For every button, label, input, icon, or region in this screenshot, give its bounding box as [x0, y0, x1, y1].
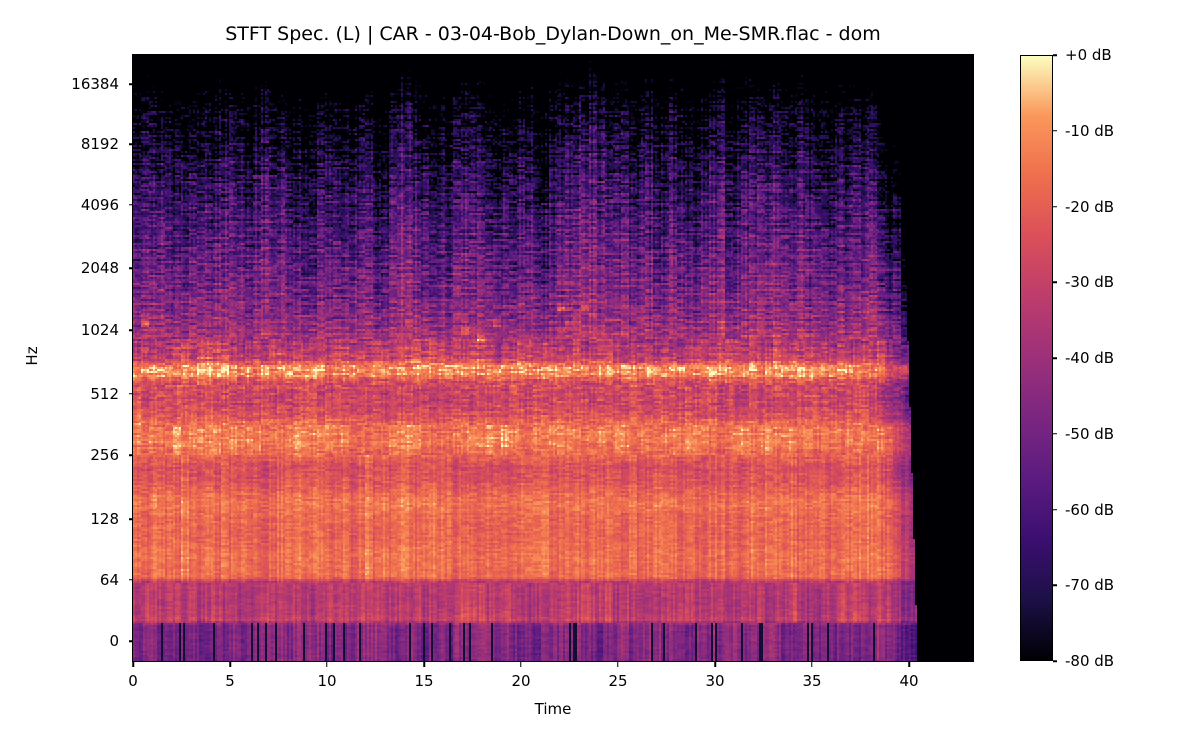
colorbar-tick-label: -30 dB	[1065, 273, 1115, 292]
spectrogram-canvas	[133, 55, 973, 661]
x-tick-label: 30	[705, 672, 725, 690]
x-tick-label: 15	[414, 672, 434, 690]
y-tick-label: 512	[90, 384, 119, 403]
y-tick-label: 4096	[80, 195, 119, 214]
x-tick-label: 35	[802, 672, 822, 690]
y-tick-label: 256	[90, 446, 119, 465]
colorbar-tick-label: -70 dB	[1065, 576, 1115, 595]
plot-title: STFT Spec. (L) | CAR - 03-04-Bob_Dylan-D…	[225, 23, 881, 45]
colorbar-tick-label: -50 dB	[1065, 424, 1115, 443]
colorbar-ticks: +0 dB -10 dB -20 dB -30 dB -40 dB -50 dB -60 d…	[1053, 46, 1200, 670]
colorbar-tick-mark	[1053, 584, 1057, 586]
colorbar-tick-mark	[1053, 660, 1057, 662]
x-tick-mark	[908, 662, 910, 667]
x-tick-label: 20	[511, 672, 531, 690]
y-tick-label: 16384	[71, 75, 119, 94]
colorbar-tick-label: -10 dB	[1065, 121, 1115, 140]
y-tick-mark	[129, 393, 133, 395]
x-tick-mark	[811, 662, 813, 667]
x-axis-label: Time	[534, 700, 572, 718]
colorbar-gradient	[1020, 55, 1053, 661]
y-tick-mark	[129, 83, 133, 85]
y-tick-label: 0	[109, 632, 119, 650]
y-tick-mark	[129, 204, 133, 206]
y-tick-mark	[129, 518, 133, 520]
y-tick-mark	[129, 454, 133, 456]
y-tick-mark	[129, 329, 133, 331]
x-tick-mark	[132, 662, 134, 667]
y-axis-ticks: 16384 8192 4096 2048 1024 512 256 128 64 0	[0, 55, 133, 661]
x-tick-label: 25	[608, 672, 628, 690]
y-tick-mark	[129, 579, 133, 581]
x-tick-label: 40	[899, 672, 919, 690]
x-axis-ticks: 0 5 10 15 20 25 30 35 40	[128, 661, 973, 721]
y-tick-label: 8192	[80, 135, 119, 154]
x-tick-mark	[326, 662, 328, 667]
colorbar-tick-mark	[1053, 357, 1057, 359]
colorbar-tick-mark	[1053, 205, 1057, 208]
y-tick-label: 128	[90, 510, 119, 528]
x-tick-label: 5	[225, 672, 235, 690]
colorbar-tick-mark	[1053, 281, 1057, 283]
colorbar-tick-mark	[1053, 508, 1057, 511]
colorbar-tick-mark	[1053, 54, 1057, 56]
colorbar-tick-mark	[1053, 130, 1057, 132]
y-tick-mark	[129, 640, 133, 642]
y-tick-label: 64	[99, 570, 119, 589]
x-tick-mark	[229, 662, 231, 667]
x-tick-label: 10	[317, 672, 337, 690]
colorbar-tick-label: -60 dB	[1065, 500, 1115, 519]
y-tick-label: 2048	[80, 259, 119, 277]
colorbar-tick-mark	[1053, 433, 1057, 435]
y-axis-label: Hz	[23, 346, 41, 366]
y-tick-mark	[129, 267, 133, 269]
colorbar-tick-label: -80 dB	[1065, 652, 1115, 670]
colorbar-tick-label: +0 dB	[1065, 46, 1112, 64]
colorbar-tick-label: -20 dB	[1065, 197, 1115, 216]
y-tick-label: 1024	[80, 321, 119, 339]
x-tick-mark	[617, 662, 619, 667]
colorbar-tick-label: -40 dB	[1065, 349, 1115, 367]
x-tick-label: 0	[128, 672, 138, 690]
x-tick-mark	[714, 662, 716, 667]
x-tick-mark	[520, 662, 522, 667]
x-tick-mark	[423, 662, 425, 667]
y-tick-mark	[129, 143, 133, 145]
